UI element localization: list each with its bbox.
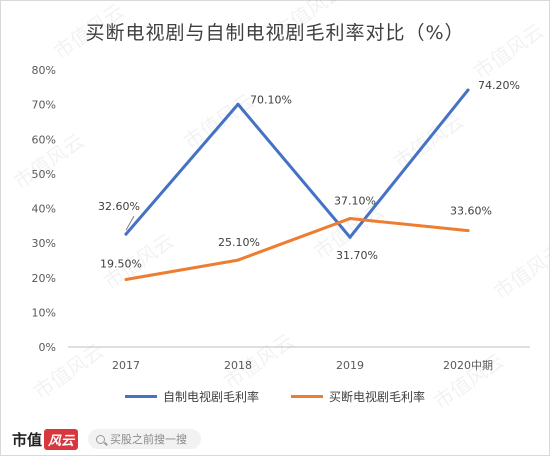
data-labels-layer: 32.60% 70.10% 31.70% 74.20% 19.50% 25.10% 37.1… — [98, 79, 520, 270]
data-label: 25.10% — [218, 236, 260, 249]
chart-title: 买断电视剧与自制电视剧毛利率对比（%） — [85, 22, 465, 44]
data-label: 74.20% — [478, 79, 520, 92]
data-point-series-2 — [348, 217, 352, 221]
series-line-2 — [124, 217, 470, 281]
label-leader-line — [125, 215, 135, 231]
y-tick-label: 80% — [32, 64, 56, 77]
y-tick-label: 20% — [32, 272, 56, 285]
legend-swatch-series-2 — [291, 395, 323, 398]
data-point-series-1 — [466, 88, 470, 92]
brand-logo: 市值 风云 — [12, 428, 79, 450]
data-point-series-2 — [236, 258, 240, 262]
data-point-series-1 — [348, 235, 352, 239]
watermark-text: 市值风云 — [49, 0, 128, 64]
y-tick-label: 40% — [32, 203, 56, 216]
y-tick-label: 70% — [32, 99, 56, 112]
legend-item-series-1: 自制电视剧毛利率 — [124, 388, 259, 405]
x-tick-label: 2017 — [112, 359, 140, 372]
y-tick-label: 10% — [32, 306, 56, 319]
data-label: 33.60% — [450, 205, 492, 218]
data-label: 37.10% — [334, 195, 376, 208]
watermark-text: 市值风云 — [269, 0, 348, 44]
y-tick-label: 50% — [32, 168, 56, 181]
brand-badge: 风云 — [44, 428, 79, 450]
data-point-series-1 — [124, 232, 128, 236]
legend-item-series-2: 买断电视剧毛利率 — [291, 388, 425, 405]
chart-axes: 0% 10% 20% 30% 40% 50% 60% 70% 80% 2017 2018 2019 20… — [32, 64, 530, 372]
x-tick-label: 2018 — [224, 359, 252, 372]
data-point-series-1 — [236, 102, 240, 106]
x-tick-label: 2020中期 — [443, 359, 493, 372]
legend-label-series-2: 买断电视剧毛利率 — [329, 390, 426, 404]
data-label: 32.60% — [98, 200, 140, 213]
series-line-1 — [124, 88, 470, 239]
watermark-text: 市值风云 — [179, 89, 258, 155]
y-tick-label: 0% — [39, 341, 56, 354]
legend-label-series-1: 自制电视剧毛利率 — [162, 390, 259, 404]
data-point-series-2 — [124, 277, 128, 281]
search-input[interactable]: 买股之前搜一搜 — [88, 429, 202, 449]
data-label: 19.50% — [100, 257, 142, 270]
footer-bar: 市值 风云 买股之前搜一搜 — [0, 422, 550, 456]
data-label: 70.10% — [250, 93, 292, 106]
y-tick-label: 30% — [32, 237, 56, 250]
y-tick-label: 60% — [32, 133, 56, 146]
chart-legend: 自制电视剧毛利率 买断电视剧毛利率 — [0, 388, 550, 405]
watermark-text: 市值风云 — [469, 19, 548, 85]
brand-text: 市值 — [12, 430, 43, 449]
watermark-text: 市值风云 — [489, 239, 550, 305]
search-placeholder: 买股之前搜一搜 — [110, 433, 188, 446]
x-tick-label: 2019 — [336, 359, 364, 372]
data-label: 31.70% — [336, 249, 378, 262]
legend-swatch-series-1 — [124, 395, 157, 398]
data-point-series-2 — [466, 229, 470, 233]
series-layer — [124, 88, 470, 281]
search-icon — [96, 434, 106, 444]
